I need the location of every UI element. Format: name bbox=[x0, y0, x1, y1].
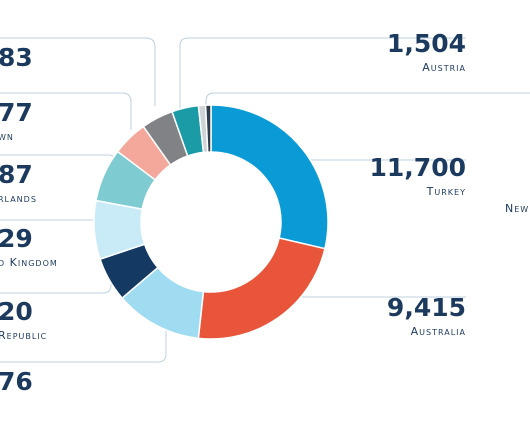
slice bbox=[210, 104, 329, 250]
leader-lines bbox=[0, 37, 530, 363]
callout-name: New bbox=[505, 202, 529, 215]
slice bbox=[197, 237, 326, 340]
callout-name: Republic bbox=[0, 329, 47, 342]
callout-number: 77 bbox=[0, 98, 33, 127]
callout-name: rlands bbox=[0, 192, 37, 205]
category-label: Turkey bbox=[426, 185, 466, 198]
callout-number: 20 bbox=[0, 297, 33, 326]
callout-number: 76 bbox=[0, 367, 33, 396]
labels: 11,700 Turkey 9,415 Australia 1,504 Austria 83… bbox=[0, 29, 529, 396]
category-label: Australia bbox=[411, 325, 466, 338]
slice bbox=[204, 104, 212, 153]
callout-name: wn bbox=[0, 130, 14, 143]
callout-number: 83 bbox=[0, 43, 33, 72]
value-label: 1,504 bbox=[387, 29, 466, 58]
callout-number: 29 bbox=[0, 224, 33, 253]
category-label: Austria bbox=[422, 61, 466, 74]
donut bbox=[93, 104, 329, 340]
value-label: 9,415 bbox=[387, 293, 466, 322]
value-label: 11,700 bbox=[370, 153, 466, 182]
callout-number: 87 bbox=[0, 160, 33, 189]
callout-name: d Kingdom bbox=[0, 256, 58, 269]
